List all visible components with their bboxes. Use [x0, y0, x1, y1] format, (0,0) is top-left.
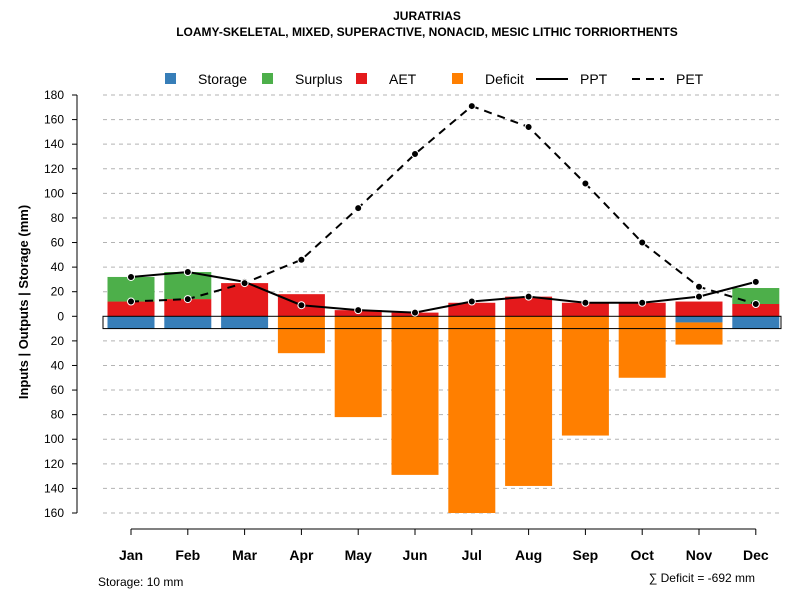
y-tick-label: 100 — [44, 432, 64, 446]
legend-label: Surplus — [295, 71, 342, 87]
y-tick-label: 40 — [51, 358, 65, 372]
legend-swatch — [262, 73, 273, 84]
y-tick-label: 80 — [51, 408, 65, 422]
y-tick-label: 20 — [51, 285, 65, 299]
y-tick-label: 60 — [51, 236, 65, 250]
y-tick-label: 0 — [57, 309, 64, 323]
pet-point — [467, 102, 476, 111]
bars — [102, 272, 782, 513]
deficit-bar — [277, 316, 325, 354]
pet-point — [354, 204, 363, 213]
legend: Storage Surplus AET Deficit PPT PET — [165, 71, 704, 87]
deficit-bar — [675, 322, 723, 345]
y-tick-label: 160 — [44, 506, 64, 520]
gridlines — [103, 94, 781, 514]
pet-point — [127, 297, 135, 306]
legend-swatch — [356, 73, 367, 84]
pet-point — [751, 300, 760, 308]
legend-label: PPT — [580, 71, 608, 87]
deficit-bar — [505, 316, 553, 486]
aet-bar — [107, 301, 155, 317]
lines — [127, 102, 760, 317]
x-tick-label: Mar — [232, 547, 257, 563]
ppt-point — [695, 292, 703, 301]
pet-point — [524, 122, 533, 131]
storage-bar — [164, 316, 212, 329]
ppt-point — [751, 277, 760, 286]
storage-note: Storage: 10 mm — [98, 575, 183, 589]
storage-bar — [732, 316, 780, 329]
x-tick-label: Sep — [573, 547, 599, 563]
legend-swatch — [452, 73, 463, 84]
x-tick-label: Jan — [119, 547, 143, 563]
y-tick-label: 100 — [44, 186, 64, 200]
chart-title: JURATRIAS — [393, 9, 461, 23]
legend-label: Deficit — [485, 71, 524, 87]
pet-point — [411, 150, 419, 159]
pet-point — [297, 255, 306, 264]
pet-point — [695, 282, 703, 291]
deficit-bar — [391, 316, 439, 475]
storage-bar — [107, 316, 155, 329]
y-tick-label: 20 — [51, 334, 65, 348]
ppt-point — [581, 298, 590, 307]
x-tick-label: Nov — [686, 547, 713, 563]
y-tick-label: 120 — [44, 457, 64, 471]
ppt-point — [127, 272, 135, 281]
aet-bar — [618, 302, 666, 317]
aet-bar — [675, 301, 723, 317]
surplus-bar — [107, 276, 155, 302]
ppt-point — [467, 297, 476, 306]
ppt-point — [183, 268, 192, 277]
ppt-line — [130, 271, 757, 314]
y-tick-label: 140 — [44, 137, 64, 151]
x-tick-label: Apr — [289, 547, 314, 563]
aet-bar — [505, 296, 553, 317]
x-tick-label: Dec — [743, 547, 769, 563]
x-tick-label: May — [345, 547, 372, 563]
deficit-bar — [618, 316, 666, 378]
chart-subtitle: LOAMY-SKELETAL, MIXED, SUPERACTIVE, NONA… — [176, 25, 678, 39]
legend-label: Storage — [198, 71, 247, 87]
ppt-point — [411, 308, 419, 317]
legend-swatch — [165, 73, 176, 84]
pet-point — [183, 295, 192, 304]
pet-point — [240, 279, 249, 288]
deficit-note: ∑ Deficit = -692 mm — [649, 571, 755, 585]
x-tick-label: Feb — [175, 547, 200, 563]
x-tick-label: Oct — [631, 547, 655, 563]
deficit-bar — [561, 316, 609, 436]
aet-bar — [561, 302, 609, 317]
y-tick-label: 60 — [51, 383, 65, 397]
y-tick-label: 40 — [51, 260, 65, 274]
legend-label: PET — [676, 71, 704, 87]
y-tick-label: 160 — [44, 113, 64, 127]
storage-bar — [675, 316, 723, 323]
deficit-bar — [448, 316, 496, 513]
storage-capacity-box — [102, 315, 782, 330]
y-axis-label: Inputs | Outputs | Storage (mm) — [16, 205, 31, 399]
aet-bar — [732, 304, 780, 317]
y-tick-label: 180 — [44, 88, 64, 102]
legend-label: AET — [389, 71, 417, 87]
x-tick-label: Aug — [515, 547, 542, 563]
y-tick-label: 140 — [44, 481, 64, 495]
ppt-point — [297, 301, 306, 310]
storage-bar — [221, 316, 269, 329]
y-tick-label: 80 — [51, 211, 65, 225]
ppt-point — [354, 306, 363, 315]
pet-line — [130, 104, 757, 305]
aet-bar — [164, 299, 212, 317]
x-tick-label: Jul — [462, 547, 482, 563]
ppt-point — [638, 298, 647, 307]
ppt-point — [524, 292, 533, 301]
pet-point — [638, 238, 647, 247]
axes: 160 140 120 100 80 60 40 20 0 20 40 60 80 100 120 140 16… — [44, 88, 769, 563]
x-tick-label: Jun — [403, 547, 428, 563]
aet-bar — [448, 302, 496, 317]
pet-point — [581, 179, 590, 188]
y-tick-label: 120 — [44, 162, 64, 176]
deficit-bar — [334, 316, 382, 418]
